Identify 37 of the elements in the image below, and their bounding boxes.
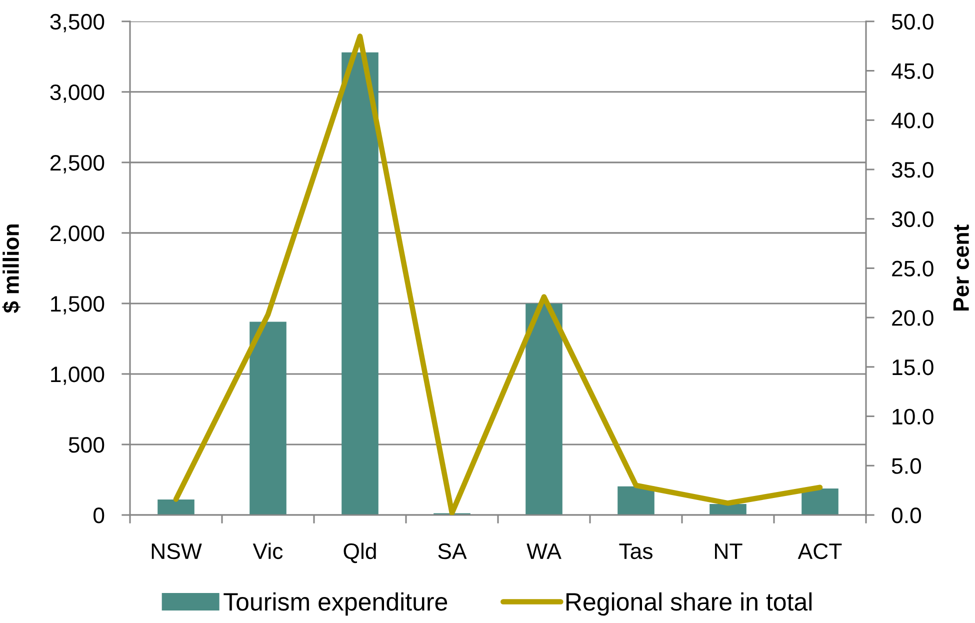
x-tick-label: Qld xyxy=(344,542,376,564)
bar xyxy=(618,486,654,515)
y2-tick-label: 20.0 xyxy=(892,310,934,326)
y2-tick-label: 30.0 xyxy=(892,211,934,228)
y2-tick-label: 40.0 xyxy=(892,112,934,128)
bar xyxy=(802,488,838,515)
bar xyxy=(158,499,194,515)
y2-tick-label: 15.0 xyxy=(892,359,934,376)
y2-tick-label: 10.0 xyxy=(892,408,934,425)
y-tick-label: 500 xyxy=(68,437,104,453)
y-tick-label: 3,500 xyxy=(50,14,104,32)
bar xyxy=(342,52,378,515)
y-tick-label: 2,000 xyxy=(50,225,104,244)
y2-tick-label: 0.0 xyxy=(892,508,922,524)
y-tick-label: 1,000 xyxy=(51,366,104,385)
x-tick-label: ACT xyxy=(798,543,842,560)
y-tick-label: 2,500 xyxy=(50,154,104,174)
legend-label: Regional share in total xyxy=(566,592,812,616)
y2-tick-label: 50.0 xyxy=(892,14,934,30)
y-tick-label: 0 xyxy=(94,508,104,524)
y2-tick-label: 25.0 xyxy=(892,260,934,276)
y-tick-label: 1,500 xyxy=(51,296,104,314)
bar xyxy=(250,322,286,515)
y-axis-title: $ million xyxy=(2,224,20,313)
legend-label: Tourism expenditure xyxy=(224,592,448,616)
x-tick-label: Vic xyxy=(252,542,283,560)
x-tick-label: NSW xyxy=(152,543,202,560)
x-tick-label: WA xyxy=(526,544,562,559)
x-tick-label: NT xyxy=(715,544,742,559)
x-tick-label: SA xyxy=(438,543,467,560)
y2-tick-label: 45.0 xyxy=(892,63,934,80)
y-tick-label: 3,000 xyxy=(50,84,104,103)
bar xyxy=(526,303,562,515)
y2-tick-label: 5.0 xyxy=(892,458,922,474)
y2-axis-title: Per cent xyxy=(953,224,969,311)
x-tick-label: Tas xyxy=(619,544,652,560)
y2-tick-label: 35.0 xyxy=(892,162,934,178)
